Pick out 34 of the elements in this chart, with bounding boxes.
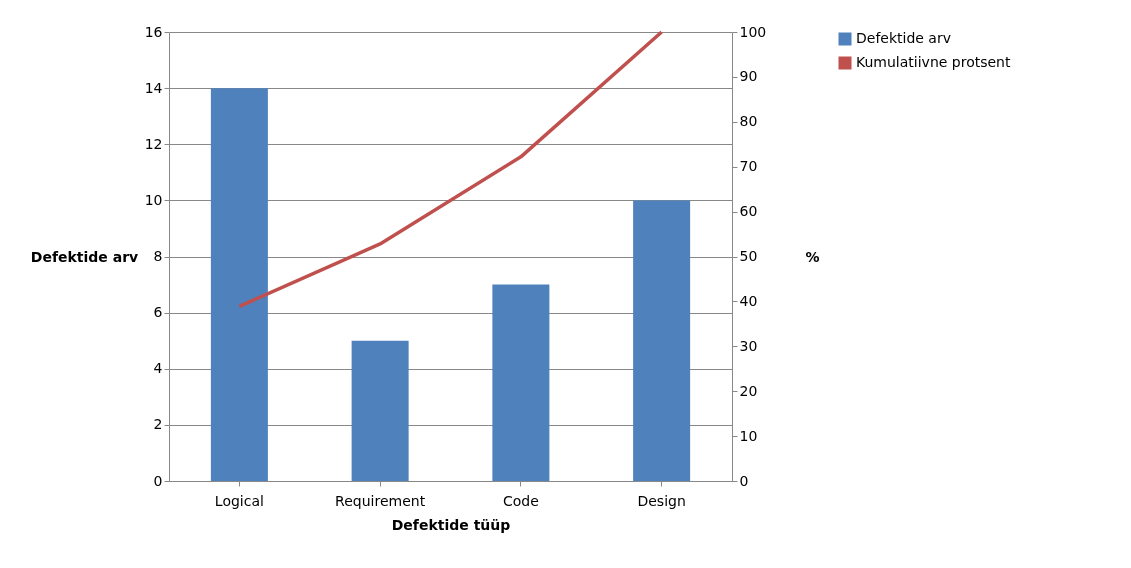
y-tick-label: 16 xyxy=(144,23,163,40)
y2-tick-label: 20 xyxy=(739,382,758,399)
y2-tick-label: 60 xyxy=(739,203,758,220)
y2-tick-label: 100 xyxy=(739,23,767,40)
bar xyxy=(351,340,409,481)
x-axis-title: Defektide tüüp xyxy=(391,516,511,533)
bar xyxy=(210,88,268,481)
y2-axis-title: % xyxy=(805,248,820,265)
y-tick-label: 2 xyxy=(153,416,163,433)
y2-tick-label: 40 xyxy=(739,292,758,309)
x-tick-label: Code xyxy=(502,492,539,509)
y2-tick-label: 10 xyxy=(739,427,758,444)
bar xyxy=(633,200,691,481)
x-tick-label: Design xyxy=(637,492,686,509)
legend-label: Kumulatiivne protsent xyxy=(856,54,1011,70)
y-axis-title: Defektide arv xyxy=(30,248,139,265)
legend-label: Defektide arv xyxy=(856,30,951,46)
x-tick-label: Requirement xyxy=(335,492,426,509)
y2-tick-label: 90 xyxy=(739,68,758,85)
y-tick-label: 8 xyxy=(153,248,163,264)
y-tick-label: 0 xyxy=(153,472,163,489)
y-tick-label: 14 xyxy=(144,79,163,96)
x-tick-label: Logical xyxy=(214,492,264,509)
y-tick-label: 6 xyxy=(153,304,163,321)
y2-tick-label: 0 xyxy=(739,472,749,489)
y2-tick-label: 70 xyxy=(739,158,758,175)
y-tick-label: 10 xyxy=(144,191,163,208)
y2-tick-label: 80 xyxy=(739,113,758,130)
bar xyxy=(492,284,550,481)
y2-tick-label: 30 xyxy=(739,337,758,354)
y-tick-label: 4 xyxy=(153,360,163,377)
line-series xyxy=(237,30,664,309)
y2-tick-label: 50 xyxy=(739,248,758,264)
y-tick-label: 12 xyxy=(144,135,163,152)
